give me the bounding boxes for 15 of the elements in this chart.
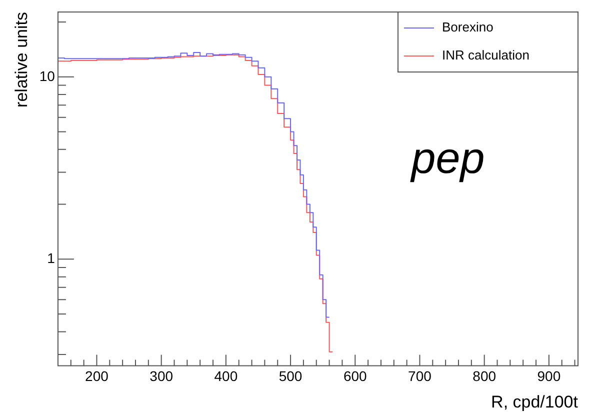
x-tick-label: 800 (472, 368, 496, 384)
x-tick-label: 900 (537, 368, 561, 384)
x-tick-label: 700 (408, 368, 432, 384)
annotation: pep (409, 134, 485, 183)
legend-label: Borexino (442, 20, 494, 35)
y-axis-title: relative units (12, 12, 31, 108)
x-axis-title: R, cpd/100t (491, 392, 578, 412)
x-tick-label: 200 (85, 368, 109, 384)
x-tick-label: 600 (343, 368, 368, 384)
x-tick-label: 500 (278, 368, 302, 384)
x-tick-label: 400 (214, 368, 238, 384)
x-tick-label: 300 (150, 368, 174, 384)
legend-label: INR calculation (442, 48, 530, 63)
y-tick-label: 10 (39, 68, 56, 84)
y-tick-label: 1 (47, 250, 56, 266)
